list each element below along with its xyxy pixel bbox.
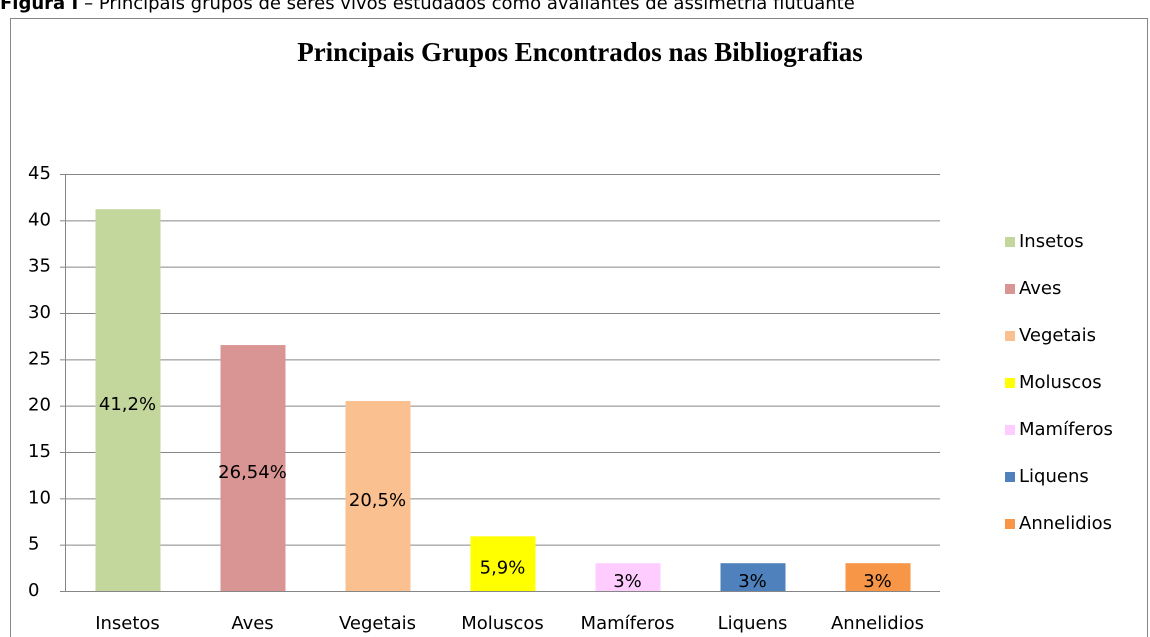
data-label: 3% xyxy=(738,571,767,592)
chart-title: Principais Grupos Encontrados nas Biblio… xyxy=(297,37,863,67)
bar xyxy=(345,401,411,591)
data-label: 41,2% xyxy=(99,394,156,415)
x-tick-label: Liquens xyxy=(718,613,788,634)
caption-text: – Principais grupos de seres vivos estud… xyxy=(84,0,855,14)
caption-label: Figura I xyxy=(0,0,78,14)
y-tick-label: 45 xyxy=(28,163,51,184)
data-label: 3% xyxy=(613,571,642,592)
legend-swatch xyxy=(1005,519,1015,529)
y-tick-label: 15 xyxy=(28,441,51,462)
chart-border xyxy=(10,18,1148,637)
legend-label: Aves xyxy=(1019,278,1061,299)
legend-swatch xyxy=(1005,425,1015,435)
x-tick-label: Moluscos xyxy=(461,613,544,634)
legend-label: Mamíferos xyxy=(1019,419,1113,440)
y-tick-label: 20 xyxy=(28,395,51,416)
legend-label: Insetos xyxy=(1019,231,1084,252)
y-tick-label: 25 xyxy=(28,348,51,369)
y-tick-label: 40 xyxy=(28,209,51,230)
legend-swatch xyxy=(1005,472,1015,482)
bar xyxy=(220,345,286,591)
bar xyxy=(845,563,911,591)
legend-swatch xyxy=(1005,284,1015,294)
bar xyxy=(95,209,161,592)
data-label: 5,9% xyxy=(480,558,526,579)
y-tick-label: 30 xyxy=(28,302,51,323)
x-tick-label: Mamíferos xyxy=(581,613,675,634)
legend-swatch xyxy=(1005,378,1015,388)
data-label: 3% xyxy=(863,571,892,592)
y-tick-label: 10 xyxy=(28,487,51,508)
caption: Figura I – Principais grupos de seres viv… xyxy=(0,0,855,14)
x-tick-label: Insetos xyxy=(95,613,160,634)
legend-swatch xyxy=(1005,237,1015,247)
legend-label: Moluscos xyxy=(1019,372,1102,393)
data-label: 26,54% xyxy=(218,462,287,483)
legend-label: Vegetais xyxy=(1019,325,1096,346)
legend-swatch xyxy=(1005,331,1015,341)
bar xyxy=(595,563,661,591)
legend-label: Liquens xyxy=(1019,466,1089,487)
y-tick-label: 0 xyxy=(28,580,39,601)
data-label: 20,5% xyxy=(349,490,406,511)
legend-label: Annelidios xyxy=(1019,513,1112,534)
x-tick-label: Vegetais xyxy=(339,613,416,634)
x-tick-label: Annelidios xyxy=(831,613,924,634)
x-tick-label: Aves xyxy=(231,613,273,634)
bar xyxy=(470,536,536,591)
bar xyxy=(720,563,786,591)
y-tick-label: 5 xyxy=(28,534,39,555)
y-tick-label: 35 xyxy=(28,256,51,277)
